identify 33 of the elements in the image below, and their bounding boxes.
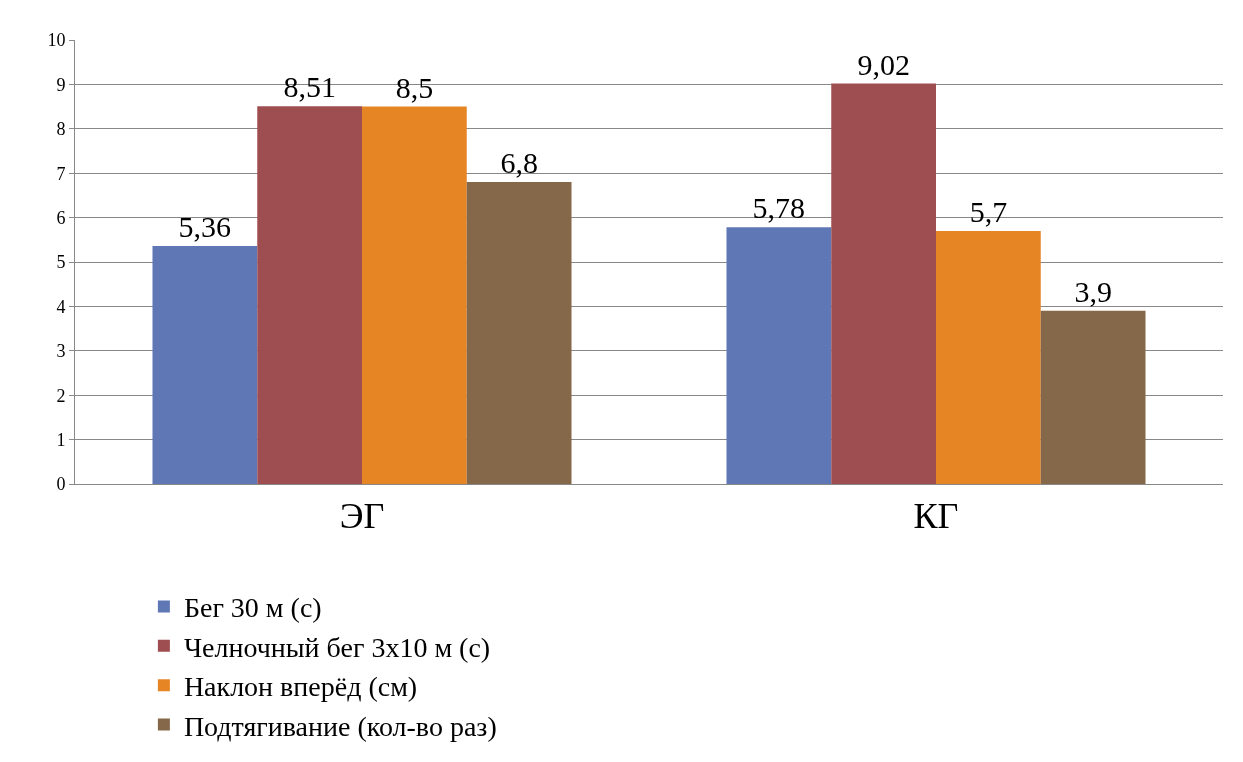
x-tick-label: ЭГ — [339, 496, 385, 537]
legend-label: Челночный бег 3х10 м (с) — [183, 631, 491, 663]
y-tick-label: 6 — [56, 207, 66, 228]
bar — [1040, 310, 1146, 484]
bar — [466, 182, 572, 484]
bar — [726, 227, 832, 484]
data-label: 8,51 — [283, 70, 336, 104]
y-tick-label: 10 — [47, 30, 66, 51]
bar — [257, 106, 362, 484]
data-label: 6,8 — [500, 146, 538, 180]
bar — [152, 246, 258, 484]
data-label: 5,7 — [969, 194, 1008, 228]
data-label: 5,36 — [178, 210, 232, 244]
y-tick-label: 3 — [56, 341, 66, 362]
y-tick-label: 4 — [56, 296, 66, 317]
x-tick-label: КГ — [913, 496, 959, 537]
legend-label: Подтягивание (кол-во раз) — [183, 710, 497, 742]
data-label: 9,02 — [857, 47, 910, 81]
y-tick-label: 9 — [56, 74, 66, 95]
data-label: 3,9 — [1074, 274, 1112, 308]
y-tick-label: 5 — [56, 252, 66, 273]
y-tick-label: 1 — [56, 429, 66, 450]
legend-label: Наклон вперёд (см) — [183, 671, 418, 703]
bar — [936, 230, 1041, 484]
bar — [831, 83, 936, 484]
bar — [362, 106, 467, 484]
y-tick-label: 0 — [56, 474, 66, 495]
y-tick-label: 8 — [56, 119, 66, 140]
legend-label: Бег 30 м (с) — [183, 592, 322, 624]
y-tick-label: 2 — [56, 385, 66, 406]
data-label: 8,5 — [395, 70, 434, 104]
y-tick-label: 7 — [56, 163, 66, 184]
data-label: 5,78 — [752, 191, 806, 225]
